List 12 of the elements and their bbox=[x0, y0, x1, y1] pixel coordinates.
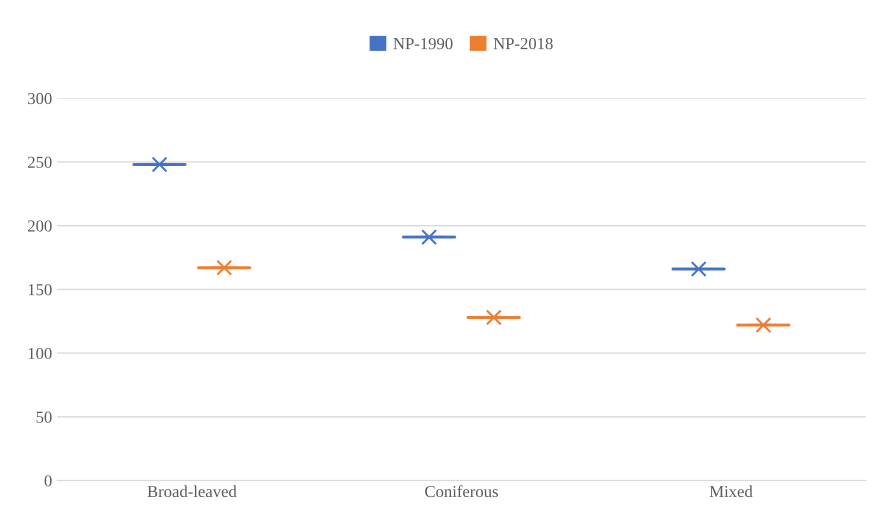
y-tick-label: 50 bbox=[36, 412, 52, 423]
legend-label: NP-1990 bbox=[393, 38, 453, 50]
x-tick-label: Coniferous bbox=[425, 485, 498, 498]
y-tick-label: 200 bbox=[28, 220, 52, 232]
x-tick-label: Broad-leaved bbox=[148, 485, 237, 498]
y-tick-label: 250 bbox=[28, 156, 52, 168]
y-tick-label: 150 bbox=[28, 284, 52, 296]
y-tick-label: 100 bbox=[28, 348, 52, 360]
x-tick-label: Mixed bbox=[710, 485, 753, 498]
y-tick-label: 0 bbox=[44, 475, 52, 486]
legend-label: NP-2018 bbox=[494, 38, 553, 50]
y-tick-label: 300 bbox=[28, 92, 52, 104]
